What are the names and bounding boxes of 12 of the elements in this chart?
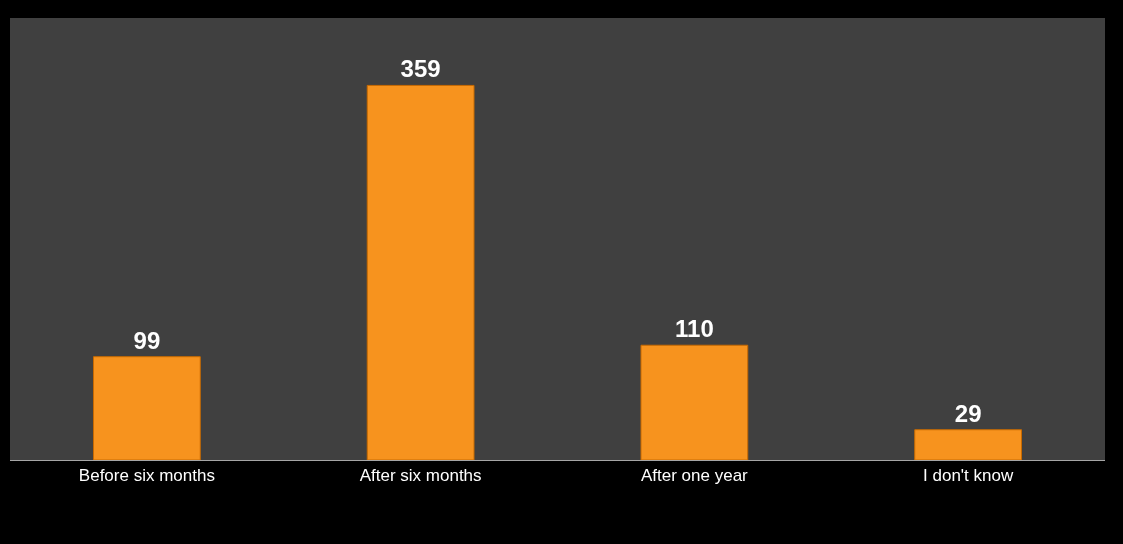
- x-tick-label: After six months: [359, 466, 482, 486]
- bar: [914, 429, 1023, 460]
- bar: [366, 84, 475, 460]
- data-label: 359: [400, 55, 441, 83]
- data-label: 110: [675, 315, 714, 343]
- x-tick-label: After one year: [640, 466, 749, 486]
- data-label: 29: [954, 399, 982, 427]
- bar: [640, 344, 749, 460]
- data-label: 99: [133, 326, 161, 354]
- x-tick-label: I don't know: [923, 466, 1014, 486]
- x-tick-label: Before six months: [78, 466, 215, 486]
- bar: [92, 356, 201, 460]
